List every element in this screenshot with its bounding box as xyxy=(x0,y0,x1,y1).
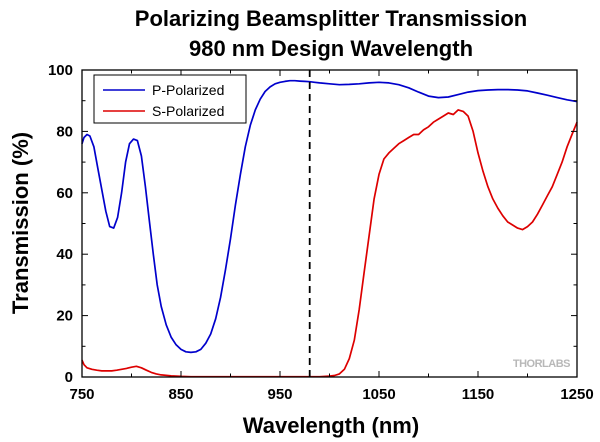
watermark: THORLABS xyxy=(513,358,571,370)
x-axis-title: Wavelength (nm) xyxy=(243,413,419,438)
x-tick-label: 750 xyxy=(69,386,94,403)
legend-label-p-polarized: P-Polarized xyxy=(152,82,224,98)
y-tick-label: 100 xyxy=(48,62,73,79)
y-axis-title: Transmission (%) xyxy=(8,132,33,314)
y-tick-label: 80 xyxy=(56,123,73,140)
watermark-text: THORLABS xyxy=(513,358,570,370)
chart-subtitle: 980 nm Design Wavelength xyxy=(189,36,473,61)
y-tick-label: 0 xyxy=(65,369,73,386)
y-tick-label: 40 xyxy=(56,246,73,263)
series-group xyxy=(81,79,578,378)
x-tick-labels: 750 850 950 1050 1150 1250 xyxy=(69,386,593,403)
legend: P-Polarized S-Polarized xyxy=(93,74,247,124)
series-line-p-polarized xyxy=(81,79,578,354)
x-tick-label: 950 xyxy=(267,386,292,403)
x-tick-label: 1250 xyxy=(560,386,593,403)
y-tick-label: 60 xyxy=(56,185,73,202)
legend-box xyxy=(93,74,247,124)
axis-ticks xyxy=(81,69,578,378)
legend-label-s-polarized: S-Polarized xyxy=(152,103,224,119)
x-tick-label: 1050 xyxy=(362,386,395,403)
x-tick-label: 1150 xyxy=(462,386,495,403)
series-line-s-polarized xyxy=(81,109,578,378)
x-tick-label: 850 xyxy=(168,386,193,403)
y-tick-label: 20 xyxy=(56,308,73,325)
chart-title: Polarizing Beamsplitter Transmission xyxy=(135,6,527,31)
y-tick-labels: 0 20 40 60 80 100 xyxy=(48,62,73,386)
